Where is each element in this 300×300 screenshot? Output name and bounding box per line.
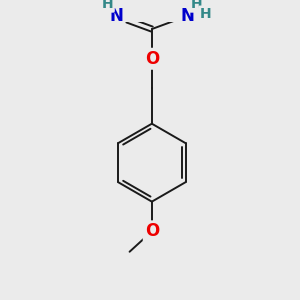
Text: N: N bbox=[180, 7, 194, 25]
Text: H: H bbox=[200, 7, 212, 21]
Text: H: H bbox=[101, 0, 113, 11]
Text: O: O bbox=[145, 222, 159, 240]
Text: O: O bbox=[145, 50, 159, 68]
Text: H: H bbox=[190, 0, 202, 11]
Text: N: N bbox=[110, 7, 124, 25]
